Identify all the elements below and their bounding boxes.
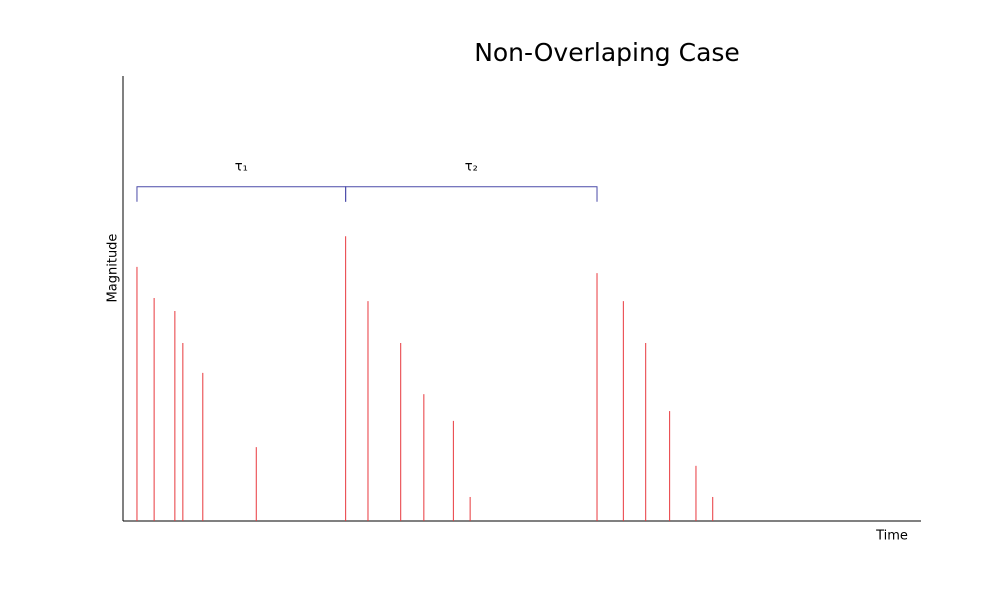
interval-bracket xyxy=(136,186,347,202)
y-axis-label: Magnitude xyxy=(106,234,121,303)
chart-title: Non-Overlaping Case xyxy=(474,38,740,67)
interval-label: τ₁ xyxy=(235,159,248,174)
interval-label: τ₂ xyxy=(465,159,478,174)
interval-bracket xyxy=(345,186,598,202)
x-axis-label: Time xyxy=(875,529,908,544)
